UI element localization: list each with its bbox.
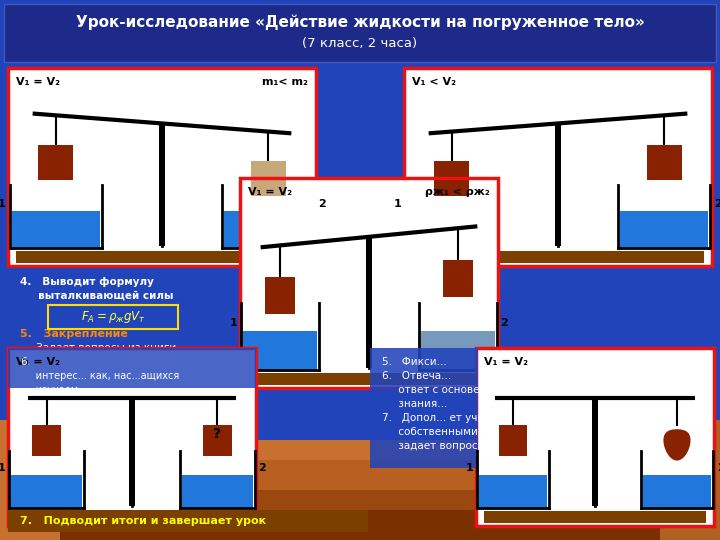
Text: интерес... как, нас...ащихся: интерес... как, нас...ащихся: [20, 371, 179, 381]
Text: 2: 2: [318, 199, 326, 208]
Bar: [500, 424, 526, 456]
Text: 5.   Фикси...: 5. Фикси...: [382, 357, 446, 367]
Bar: [443, 260, 472, 296]
Text: ρж₁ < ρж₂: ρж₁ < ρж₂: [426, 187, 490, 197]
Bar: [240, 178, 498, 388]
Text: изучаем...: изучаем...: [20, 385, 87, 395]
Text: 5.   Закрепление: 5. Закрепление: [20, 329, 128, 339]
Bar: [8, 68, 316, 266]
Text: V₁ < V₂: V₁ < V₂: [412, 77, 456, 87]
Bar: [620, 211, 708, 248]
Text: собственными фактами из жизни: собственными фактами из жизни: [382, 427, 585, 437]
Bar: [4, 4, 716, 62]
Bar: [8, 348, 256, 526]
Bar: [0, 490, 720, 540]
Text: 4.   Выводит формулу: 4. Выводит формулу: [20, 277, 154, 287]
Bar: [421, 331, 495, 370]
Text: 2: 2: [258, 463, 266, 473]
Bar: [243, 331, 317, 370]
Bar: [404, 68, 712, 266]
Text: Урок-исследование «Действие жидкости на погруженное тело»: Урок-исследование «Действие жидкости на …: [76, 14, 644, 30]
Text: m₁< m₂: m₁< m₂: [262, 77, 308, 87]
Bar: [224, 211, 312, 248]
Polygon shape: [663, 429, 690, 461]
Text: 2: 2: [500, 318, 508, 328]
Bar: [0, 510, 720, 540]
Bar: [48, 305, 178, 329]
Bar: [16, 511, 248, 523]
Bar: [129, 398, 135, 506]
Bar: [8, 68, 316, 266]
Bar: [8, 348, 256, 388]
Bar: [370, 348, 478, 468]
Text: ответ с основе ... ного: ответ с основе ... ного: [382, 385, 521, 395]
Bar: [366, 237, 372, 368]
Text: 6.   Отвеча...: 6. Отвеча...: [382, 371, 451, 381]
Text: знания...: знания...: [382, 399, 447, 409]
Bar: [48, 305, 178, 329]
Text: задает вопросы: задает вопросы: [382, 441, 486, 451]
Bar: [12, 211, 100, 248]
Bar: [476, 348, 714, 526]
Text: 7.   Подводит итоги и завершает урок: 7. Подводит итоги и завершает урок: [20, 516, 266, 526]
Bar: [404, 68, 712, 266]
Text: 1: 1: [0, 199, 6, 208]
Bar: [182, 475, 253, 508]
Text: Задает вопросы из книги: Задает вопросы из книги: [20, 343, 176, 353]
Bar: [38, 145, 73, 180]
Bar: [555, 124, 561, 246]
Bar: [643, 475, 711, 508]
Bar: [408, 211, 496, 248]
Bar: [32, 424, 60, 456]
Text: 1: 1: [230, 318, 238, 328]
Bar: [251, 161, 286, 196]
Bar: [434, 161, 469, 196]
Text: 2: 2: [714, 199, 720, 208]
Bar: [660, 420, 720, 540]
Text: 2: 2: [716, 463, 720, 473]
Bar: [240, 178, 498, 388]
Bar: [0, 420, 60, 540]
Text: 1: 1: [0, 463, 5, 473]
Bar: [266, 277, 295, 314]
Bar: [480, 475, 546, 508]
Bar: [8, 510, 368, 532]
Text: 6.: 6.: [20, 357, 30, 367]
Bar: [248, 373, 490, 385]
Text: 7.   Допол... ет учите... ми: 7. Допол... ет учите... ми: [382, 413, 525, 423]
Text: $F_A = \rho_ж g V_т$: $F_A = \rho_ж g V_т$: [81, 309, 145, 325]
Text: 1: 1: [394, 199, 402, 208]
Bar: [159, 124, 165, 246]
Bar: [412, 251, 704, 263]
Text: V₁ = V₂: V₁ = V₂: [16, 357, 60, 367]
Bar: [0, 460, 720, 540]
Bar: [16, 251, 308, 263]
Bar: [592, 398, 598, 506]
Bar: [8, 268, 248, 350]
Text: выталкивающей силы: выталкивающей силы: [20, 291, 174, 301]
Bar: [0, 440, 720, 540]
Bar: [12, 475, 82, 508]
Text: (7 класс, 2 часа): (7 класс, 2 часа): [302, 37, 418, 51]
Bar: [203, 424, 232, 456]
Text: V₁ = V₂: V₁ = V₂: [16, 77, 60, 87]
Text: V₁ = V₂: V₁ = V₂: [484, 357, 528, 367]
Text: V₁ = V₂: V₁ = V₂: [248, 187, 292, 197]
Text: 1: 1: [466, 463, 473, 473]
Bar: [4, 4, 716, 62]
Text: ?: ?: [213, 427, 222, 441]
Bar: [476, 348, 714, 526]
Bar: [484, 511, 706, 523]
Bar: [8, 348, 256, 526]
Bar: [647, 145, 682, 180]
